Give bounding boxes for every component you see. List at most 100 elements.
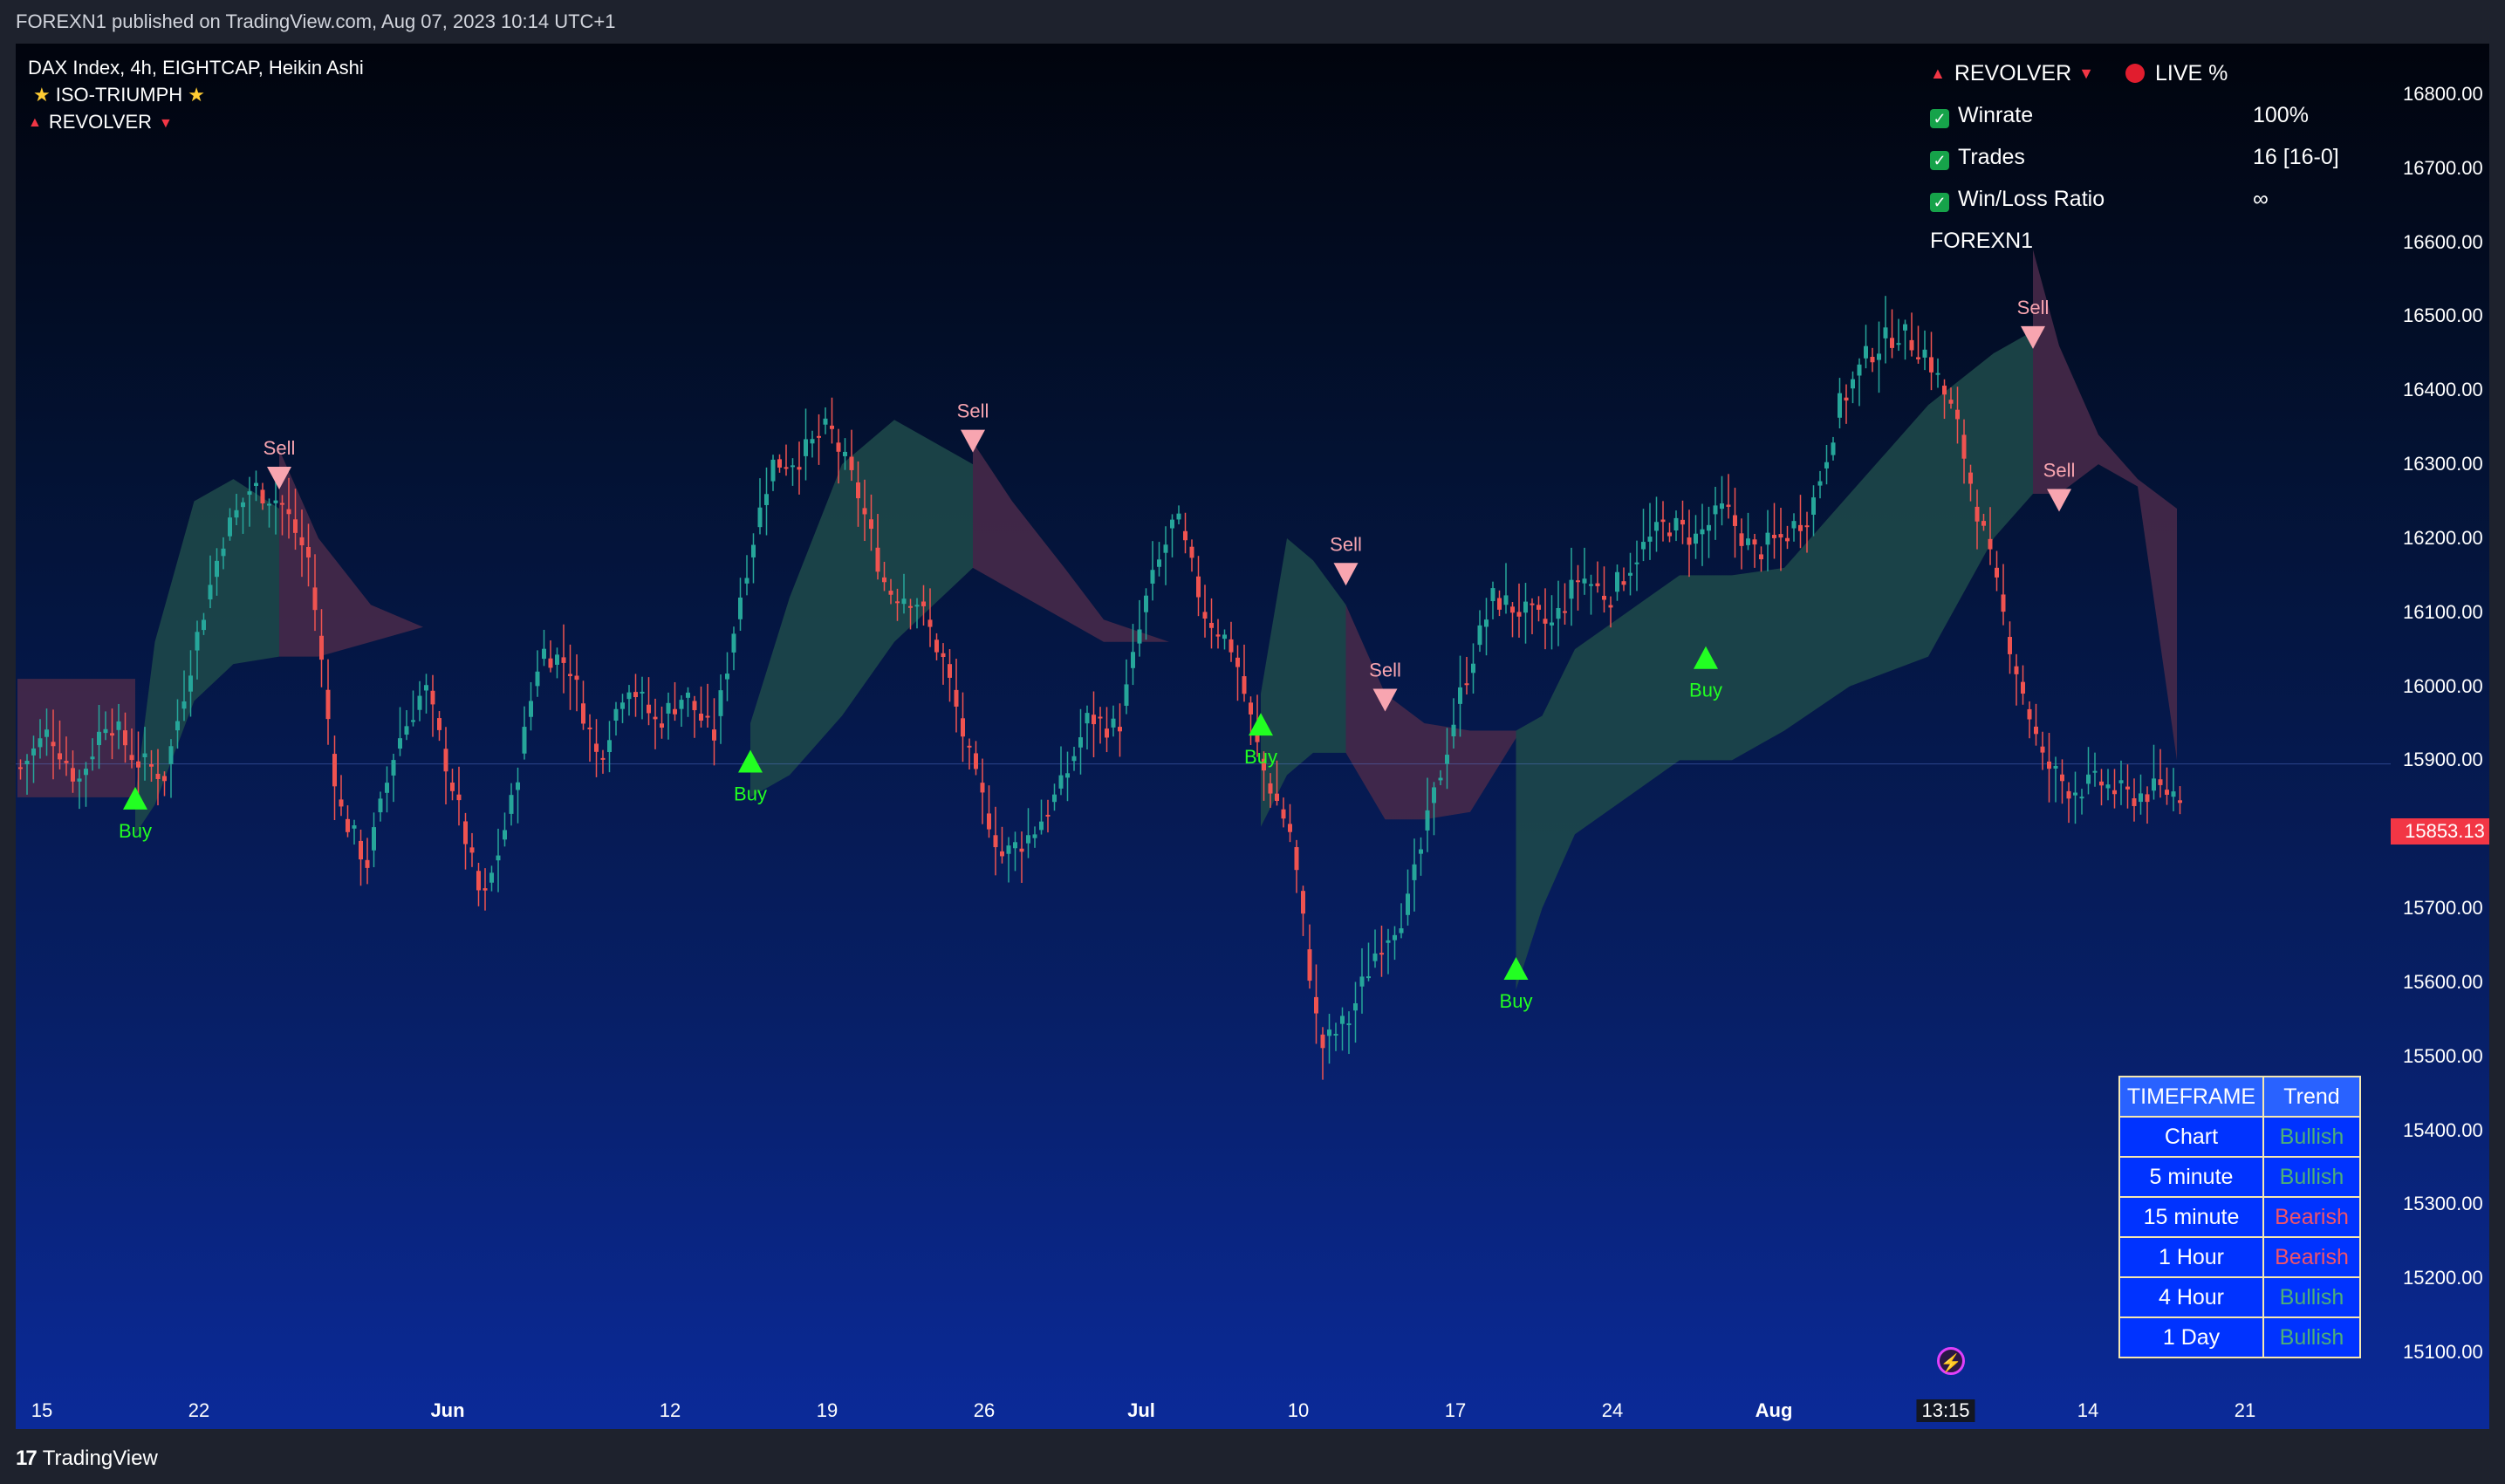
- stats-panel: ▲ REVOLVER ▼ LIVE % ✓ Winrate 100% ✓ Trades 1…: [1930, 61, 2384, 270]
- candle-body: [1550, 622, 1554, 626]
- candle-body: [1851, 379, 1855, 389]
- trend-value-cell: Bullish: [2262, 1156, 2361, 1198]
- candle-body: [385, 783, 389, 793]
- candle-body: [1045, 814, 1051, 817]
- trend-timeframe-cell: 1 Hour: [2118, 1236, 2264, 1278]
- candle-body: [888, 591, 893, 595]
- candle-body: [1942, 386, 1947, 395]
- candle-body: [1811, 497, 1816, 515]
- candle-body: [555, 654, 559, 665]
- sell-signal-label: Sell: [2043, 459, 2076, 481]
- indicator-revolver[interactable]: ▲ REVOLVER ▼: [28, 108, 364, 137]
- candle-body: [260, 489, 265, 503]
- bear-cloud: [17, 679, 135, 797]
- trend-timeframe-cell: 4 Hour: [2118, 1276, 2264, 1318]
- candle-body: [463, 821, 468, 845]
- candle-body: [901, 598, 907, 605]
- candle-body: [503, 830, 507, 840]
- price-chart[interactable]: Buy Sell Buy Sell Buy Sell Sell Buy Buy Sell Sell: [16, 44, 2391, 1387]
- price-axis[interactable]: 16800.00 16700.00 16600.00 16500.00 16400.00…: [2391, 44, 2489, 1429]
- stats-row-winloss: ✓ Win/Loss Ratio ∞: [1930, 187, 2384, 229]
- star-icon: ★: [33, 84, 51, 106]
- candle-body: [620, 702, 625, 709]
- candle-body: [202, 619, 206, 631]
- stats-value: 16 [16-0]: [2253, 145, 2339, 169]
- candle-body: [1366, 976, 1371, 979]
- candle-body: [450, 783, 455, 791]
- candle-body: [359, 840, 363, 860]
- candle-body: [1785, 537, 1790, 542]
- candle-body: [44, 729, 49, 737]
- candle-body: [1157, 559, 1161, 567]
- candle-body: [1032, 834, 1037, 838]
- time-axis[interactable]: 15 22 Jun 12 19 26 Jul 10 17 24 Aug 13:15 14 21: [16, 1387, 2391, 1429]
- indicator-iso-triumph[interactable]: ★ ISO-TRIUMPH ★: [28, 81, 364, 108]
- candle-body: [731, 633, 736, 653]
- candle-body: [1700, 529, 1705, 535]
- time-axis-label: 21: [2234, 1399, 2256, 1421]
- candle-body: [1464, 683, 1469, 686]
- candle-body: [1249, 702, 1253, 715]
- symbol-title[interactable]: DAX Index, 4h, EIGHTCAP, Heikin Ashi: [28, 57, 364, 79]
- candle-body: [1314, 996, 1318, 1014]
- candle-body: [2034, 726, 2038, 735]
- candle-body: [770, 459, 776, 482]
- candle-body: [64, 761, 69, 763]
- lightning-icon[interactable]: ⚡: [1937, 1347, 1965, 1375]
- candle-body: [215, 560, 219, 578]
- candle-body: [1150, 570, 1155, 584]
- brand-name: TradingView: [42, 1446, 158, 1470]
- stats-label: Win/Loss Ratio: [1958, 187, 2105, 211]
- candle-body: [208, 585, 213, 600]
- candle-body: [1733, 515, 1737, 526]
- candle-body: [306, 547, 311, 557]
- candle-body: [378, 798, 383, 813]
- candle-body: [391, 760, 396, 776]
- tradingview-logo[interactable]: 17 TradingView: [16, 1446, 158, 1471]
- bull-cloud: [1261, 537, 1346, 827]
- candle-body: [1595, 583, 1600, 586]
- bull-cloud: [750, 420, 973, 797]
- chart-pane[interactable]: Buy Sell Buy Sell Buy Sell Sell Buy Buy Sell Sell …: [16, 44, 2489, 1429]
- candle-body: [312, 587, 318, 611]
- candle-body: [967, 745, 972, 748]
- trend-value-cell: Bearish: [2262, 1236, 2361, 1278]
- candle-body: [1831, 442, 1836, 455]
- candle-body: [116, 721, 121, 730]
- candle-body: [626, 692, 632, 700]
- candle-body: [2132, 798, 2137, 806]
- time-axis-label: Jul: [1127, 1399, 1155, 1421]
- candle-body: [954, 689, 959, 707]
- sell-signal-label: Sell: [957, 400, 989, 422]
- candle-body: [319, 635, 324, 660]
- trend-table-row: 5 minute Bullish: [2118, 1156, 2361, 1198]
- price-axis-label: 15200.00: [2403, 1267, 2483, 1289]
- candle-body: [430, 690, 435, 705]
- candle-body: [24, 761, 30, 765]
- price-axis-label: 15700.00: [2403, 897, 2483, 920]
- candle-body: [987, 813, 991, 830]
- candle-body: [548, 658, 553, 668]
- candle-body: [1634, 562, 1639, 564]
- candle-body: [817, 435, 821, 438]
- candle-body: [1105, 728, 1109, 738]
- indicator-iso-triumph-label: ISO-TRIUMPH: [55, 84, 183, 106]
- candle-body: [2066, 790, 2071, 799]
- candle-body: [1386, 940, 1391, 943]
- stats-value: 100%: [2253, 103, 2309, 127]
- candle-body: [1412, 864, 1417, 880]
- stats-label: Trades: [1958, 145, 2025, 169]
- candle-body: [516, 782, 520, 790]
- candle-body: [1013, 842, 1017, 849]
- buy-signal-label: Buy: [734, 783, 767, 804]
- candle-body: [699, 713, 703, 721]
- candle-body: [725, 674, 729, 680]
- candle-body: [1490, 588, 1495, 602]
- candle-body: [1870, 357, 1875, 363]
- price-axis-label: 15500.00: [2403, 1044, 2483, 1067]
- candle-body: [1065, 773, 1070, 778]
- candle-body: [1006, 845, 1011, 854]
- stats-author: FOREXN1: [1930, 229, 2034, 253]
- candle-body: [1838, 393, 1842, 418]
- candle-body: [1432, 787, 1436, 804]
